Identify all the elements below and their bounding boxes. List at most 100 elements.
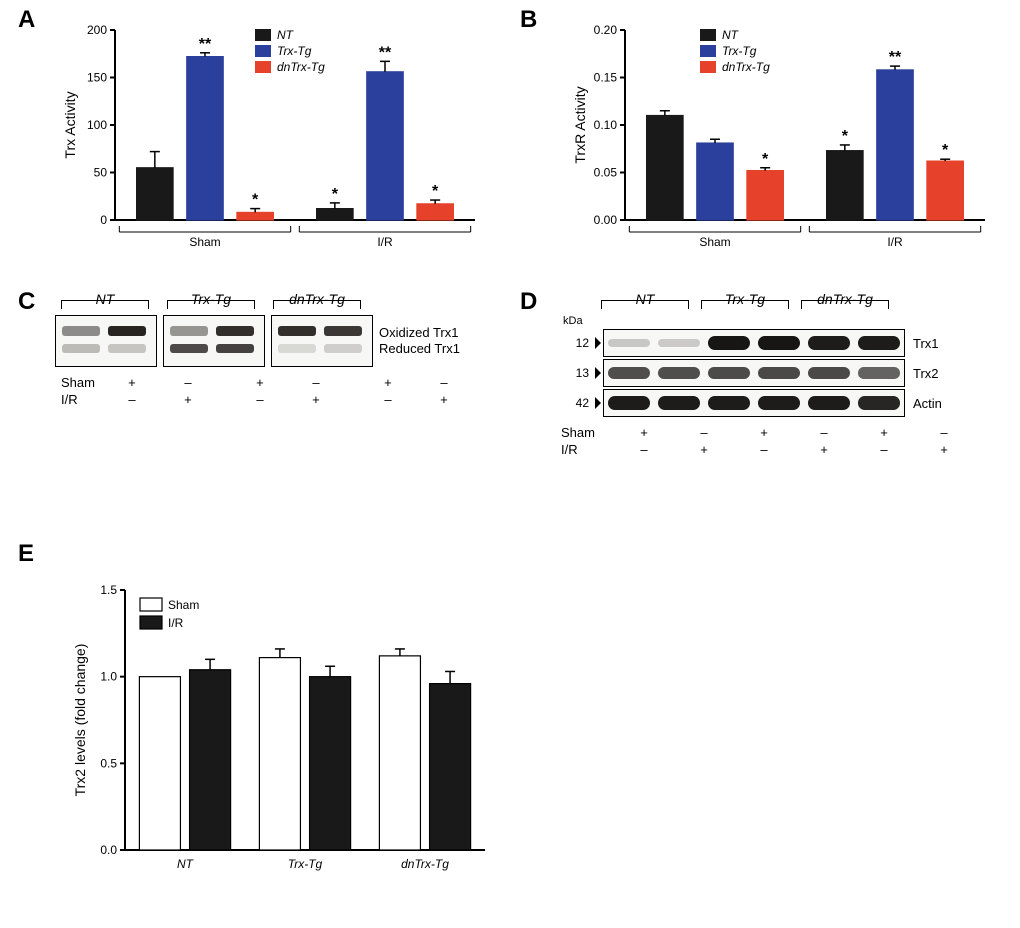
- panel-d-mw-0: 12: [555, 336, 595, 350]
- svg-text:1.5: 1.5: [100, 583, 117, 597]
- legend-text-trx: Trx-Tg: [277, 44, 311, 58]
- panel-e-chart: 0.00.51.01.5Trx2 levels (fold change)NTT…: [55, 560, 495, 890]
- svg-text:0.15: 0.15: [594, 71, 618, 85]
- svg-text:150: 150: [87, 71, 107, 85]
- panel-d-box-Trx2: [603, 359, 905, 387]
- panel-c-box-trx: [163, 315, 265, 367]
- svg-text:Trx Activity: Trx Activity: [62, 91, 78, 158]
- svg-text:Sham: Sham: [168, 598, 199, 612]
- svg-text:*: *: [332, 186, 339, 203]
- arrow-icon: [595, 367, 601, 379]
- panel-c-blot: NTTrx-TgdnTrx-TgOxidized Trx1Reduced Trx…: [55, 300, 505, 409]
- svg-text:**: **: [379, 44, 392, 61]
- legend-a-nt: NT: [255, 28, 325, 42]
- legend-text-trx: Trx-Tg: [722, 44, 756, 58]
- swatch-dntrx: [700, 61, 716, 73]
- svg-text:200: 200: [87, 23, 107, 37]
- bar: [187, 57, 223, 220]
- arrow-icon: [595, 397, 601, 409]
- chart-b-svg: 0.000.050.100.150.20TrxR Activity*Sham**…: [555, 20, 995, 260]
- legend-a-trx: Trx-Tg: [255, 44, 325, 58]
- legend-a-dntrx: dnTrx-Tg: [255, 60, 325, 74]
- legend-swatch: [140, 598, 162, 611]
- bar: [747, 171, 783, 220]
- bar: [237, 212, 273, 220]
- figure-root: A B C D E 050100150200Trx Activity***Sha…: [0, 0, 1020, 928]
- bar: [317, 209, 353, 220]
- svg-text:*: *: [252, 192, 259, 209]
- svg-text:TrxR Activity: TrxR Activity: [572, 86, 588, 163]
- panel-c-group-1: Trx-Tg: [161, 291, 261, 307]
- legend-b-dntrx: dnTrx-Tg: [700, 60, 770, 74]
- panel-d-group-1: Trx-Tg: [695, 291, 795, 307]
- bar: [647, 116, 683, 221]
- bar: [877, 70, 913, 220]
- bar: [259, 658, 300, 850]
- panel-c-label-ox: Oxidized Trx1: [379, 325, 460, 341]
- bar: [430, 684, 471, 850]
- panel-d-label-1: Trx2: [913, 366, 939, 381]
- panel-c-box-nt: [55, 315, 157, 367]
- panel-d-mw-1: 13: [555, 366, 595, 380]
- svg-text:0.05: 0.05: [594, 166, 618, 180]
- svg-text:*: *: [432, 183, 439, 200]
- panel-label-e: E: [18, 540, 34, 568]
- svg-text:dnTrx-Tg: dnTrx-Tg: [401, 857, 449, 871]
- bar: [190, 670, 231, 850]
- panel-c-label-red: Reduced Trx1: [379, 341, 460, 357]
- chart-e-svg: 0.00.51.01.5Trx2 levels (fold change)NTT…: [55, 560, 495, 890]
- svg-text:*: *: [842, 128, 849, 145]
- swatch-dntrx: [255, 61, 271, 73]
- panel-b-chart: 0.000.050.100.150.20TrxR Activity*Sham**…: [555, 20, 995, 260]
- legend-text-dntrx: dnTrx-Tg: [277, 60, 325, 74]
- bar: [827, 151, 863, 220]
- svg-text:0.0: 0.0: [100, 843, 117, 857]
- panel-d-group-2: dnTrx-Tg: [795, 291, 895, 307]
- bar: [927, 161, 963, 220]
- svg-text:I/R: I/R: [887, 235, 903, 249]
- swatch-nt: [700, 29, 716, 41]
- panel-c-group-2: dnTrx-Tg: [267, 291, 367, 307]
- panel-label-d: D: [520, 288, 537, 316]
- swatch-trx: [700, 45, 716, 57]
- svg-text:**: **: [889, 49, 902, 66]
- svg-text:0.20: 0.20: [594, 23, 618, 37]
- legend-text-nt: NT: [277, 28, 293, 42]
- panel-label-c: C: [18, 288, 35, 316]
- panel-d-label-0: Trx1: [913, 336, 939, 351]
- legend-b: NT Trx-Tg dnTrx-Tg: [700, 28, 770, 76]
- bar: [310, 677, 351, 850]
- svg-text:I/R: I/R: [377, 235, 393, 249]
- svg-text:Sham: Sham: [699, 235, 730, 249]
- svg-text:**: **: [199, 36, 212, 53]
- panel-label-b: B: [520, 6, 537, 34]
- svg-text:Sham: Sham: [189, 235, 220, 249]
- svg-text:NT: NT: [177, 857, 195, 871]
- arrow-icon: [595, 337, 601, 349]
- svg-text:Trx2 levels (fold change): Trx2 levels (fold change): [72, 644, 88, 797]
- bar: [367, 72, 403, 220]
- legend-a: NT Trx-Tg dnTrx-Tg: [255, 28, 325, 76]
- svg-text:100: 100: [87, 118, 107, 132]
- bar: [417, 204, 453, 220]
- panel-d-label-2: Actin: [913, 396, 942, 411]
- panel-d-group-0: NT: [595, 291, 695, 307]
- panel-c-box-dntrx: [271, 315, 373, 367]
- legend-text-dntrx: dnTrx-Tg: [722, 60, 770, 74]
- panel-d-box-Trx1: [603, 329, 905, 357]
- legend-text-nt: NT: [722, 28, 738, 42]
- svg-text:I/R: I/R: [168, 616, 184, 630]
- legend-b-nt: NT: [700, 28, 770, 42]
- panel-d-box-Actin: [603, 389, 905, 417]
- panel-d-mw-2: 42: [555, 396, 595, 410]
- svg-text:*: *: [762, 151, 769, 168]
- svg-text:0.10: 0.10: [594, 118, 618, 132]
- panel-c-conditions: Sham+–+–+–I/R–+–+–+: [55, 373, 473, 409]
- panel-d-blot: NTTrx-TgdnTrx-TgkDa12Trx113Trx242ActinSh…: [555, 300, 995, 459]
- bar: [697, 143, 733, 220]
- legend-b-trx: Trx-Tg: [700, 44, 770, 58]
- svg-text:0.00: 0.00: [594, 213, 618, 227]
- svg-text:1.0: 1.0: [100, 670, 117, 684]
- bar: [379, 656, 420, 850]
- panel-d-conditions: Sham+–+–+–I/R–+–+–+: [555, 423, 975, 459]
